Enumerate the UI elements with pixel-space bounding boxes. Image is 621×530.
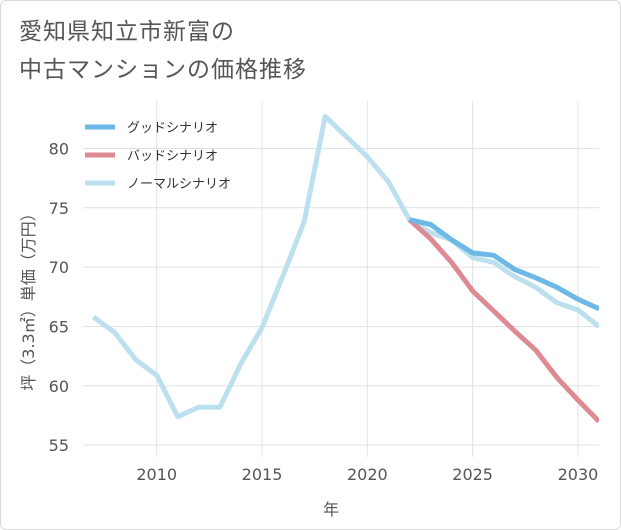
x-tick-label: 2030 bbox=[558, 465, 599, 484]
title-line-2: 中古マンションの価格推移 bbox=[19, 57, 307, 83]
x-axis-label: 年 bbox=[323, 500, 339, 519]
series-line-1 bbox=[408, 217, 599, 311]
y-tick-labels: 55 60 65 70 75 80 bbox=[49, 139, 69, 455]
title-line-1: 愛知県知立市新富の bbox=[19, 19, 235, 45]
x-tick-label: 2020 bbox=[347, 465, 388, 484]
x-tick-label: 2015 bbox=[242, 465, 283, 484]
y-tick-label: 65 bbox=[49, 317, 69, 336]
legend-label: グッドシナリオ bbox=[127, 121, 218, 136]
y-tick-label: 75 bbox=[49, 199, 69, 218]
series-line-2 bbox=[407, 217, 599, 424]
y-tick-label: 80 bbox=[49, 139, 69, 158]
legend-label: ノーマルシナリオ bbox=[127, 177, 231, 192]
y-tick-label: 60 bbox=[49, 377, 69, 396]
y-axis-label: 坪（3.3㎡）単価（万円） bbox=[19, 205, 38, 390]
x-tick-label: 2010 bbox=[136, 465, 177, 484]
series-line-3 bbox=[92, 113, 599, 420]
y-tick-label: 55 bbox=[49, 436, 69, 455]
legend-label: バッドシナリオ bbox=[127, 149, 218, 164]
chart-title: 愛知県知立市新富の 中古マンションの価格推移 bbox=[19, 13, 599, 89]
series-lines bbox=[92, 113, 599, 424]
x-tick-labels: 2010 2015 2020 2025 2030 bbox=[136, 465, 598, 484]
y-tick-label: 70 bbox=[49, 258, 69, 277]
x-tick-label: 2025 bbox=[452, 465, 493, 484]
